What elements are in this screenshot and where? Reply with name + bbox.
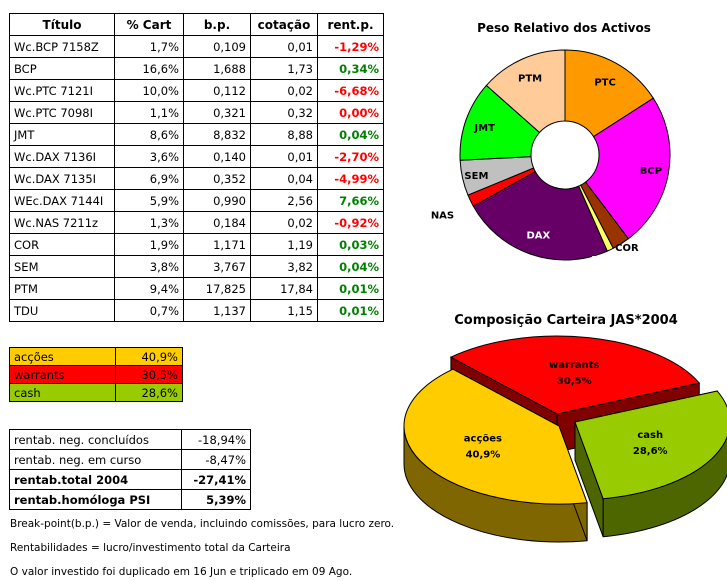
donut-label-dax: DAX	[526, 230, 550, 241]
allocation-row: warrants 30,5%	[9, 365, 183, 384]
returns-row: rentab.homóloga PSI 5,39%	[9, 489, 251, 510]
positions-row: COR 1,9% 1,171 1,19 0,03%	[9, 233, 384, 256]
position-bp: 0,140	[183, 145, 251, 168]
position-rent: 0,04%	[317, 255, 384, 278]
donut-label-tdu: TDU	[592, 255, 615, 266]
positions-row: TDU 0,7% 1,137 1,15 0,01%	[9, 299, 384, 322]
note-breakpoint: Break-point(b.p.) = Valor de venda, incl…	[10, 518, 395, 530]
header-rent: rent.p.	[317, 13, 384, 36]
position-bp: 1,688	[183, 57, 251, 80]
positions-row: Wc.PTC 7121I 10,0% 0,112 0,02 -6,68%	[9, 79, 384, 102]
position-bp: 3,767	[183, 255, 251, 278]
returns-value: 5,39%	[181, 489, 251, 510]
donut-label-ptm: PTM	[518, 73, 542, 84]
position-quote: 3,82	[250, 255, 318, 278]
note-rentabilidades: Rentabilidades = lucro/investimento tota…	[10, 542, 291, 554]
returns-row: rentab. neg. em curso -8,47%	[9, 449, 251, 470]
position-name: TDU	[9, 299, 115, 322]
position-bp: 0,184	[183, 211, 251, 234]
position-rent: 0,00%	[317, 101, 384, 124]
donut-slice-dax	[472, 170, 608, 261]
positions-row: SEM 3,8% 3,767 3,82 0,04%	[9, 255, 384, 278]
allocation-row: cash 28,6%	[9, 383, 183, 402]
donut-slice-ptc	[564, 49, 654, 138]
allocation-table: acções 40,9% warrants 30,5% cash 28,6%	[9, 347, 183, 402]
returns-table: rentab. neg. concluídos -18,94% rentab. ne…	[9, 429, 251, 510]
positions-row: BCP 16,6% 1,688 1,73 0,34%	[9, 57, 384, 80]
position-pct: 10,0%	[114, 79, 184, 102]
allocation-row: acções 40,9%	[9, 347, 183, 366]
allocation-label: cash	[9, 383, 116, 402]
position-rent: 0,01%	[317, 299, 384, 322]
returns-label: rentab.homóloga PSI	[9, 489, 182, 510]
position-rent: -2,70%	[317, 145, 384, 168]
position-name: Wc.BCP 7158Z	[9, 35, 115, 58]
position-name: Wc.PTC 7121I	[9, 79, 115, 102]
donut-label-nas: NAS	[431, 210, 454, 221]
donut-slices	[459, 49, 671, 261]
position-rent: -1,29%	[317, 35, 384, 58]
donut-label-cor: COR	[615, 243, 639, 254]
position-rent: -6,68%	[317, 79, 384, 102]
position-bp: 0,112	[183, 79, 251, 102]
returns-row: rentab. neg. concluídos -18,94%	[9, 429, 251, 450]
positions-row: Wc.PTC 7098I 1,1% 0,321 0,32 0,00%	[9, 101, 384, 124]
position-rent: -4,99%	[317, 167, 384, 190]
position-pct: 0,7%	[114, 299, 184, 322]
allocation-label: warrants	[9, 365, 116, 384]
position-pct: 8,6%	[114, 123, 184, 146]
donut-slice-bcp	[584, 97, 671, 240]
donut-slice-ptm	[485, 49, 566, 134]
donut-label-ptc: PTC	[594, 78, 616, 89]
donut-label-jmt: JMT	[473, 123, 495, 134]
allocation-value: 28,6%	[115, 383, 183, 402]
position-name: Wc.NAS 7211z	[9, 211, 115, 234]
position-name: Wc.PTC 7098I	[9, 101, 115, 124]
positions-row: Wc.DAX 7135I 6,9% 0,352 0,04 -4,99%	[9, 167, 384, 190]
position-pct: 3,6%	[114, 145, 184, 168]
position-pct: 1,9%	[114, 233, 184, 256]
note-valor-investido: O valor investido foi duplicado em 16 Ju…	[10, 566, 353, 578]
position-name: SEM	[9, 255, 115, 278]
donut-label-sem: SEM	[464, 171, 488, 182]
position-rent: 0,04%	[317, 123, 384, 146]
positions-table: Título % Cart b.p. cotação rent.p. Wc.BC…	[9, 13, 384, 322]
position-pct: 9,4%	[114, 277, 184, 300]
position-name: Wc.DAX 7135I	[9, 167, 115, 190]
position-rent: 0,03%	[317, 233, 384, 256]
position-pct: 1,1%	[114, 101, 184, 124]
donut-chart-title: Peso Relativo dos Activos	[477, 21, 651, 35]
donut-label-bcp: BCP	[640, 166, 662, 177]
positions-row: Wc.NAS 7211z 1,3% 0,184 0,02 -0,92%	[9, 211, 384, 234]
positions-header-row: Título % Cart b.p. cotação rent.p.	[9, 13, 384, 36]
allocation-value: 40,9%	[115, 347, 183, 366]
